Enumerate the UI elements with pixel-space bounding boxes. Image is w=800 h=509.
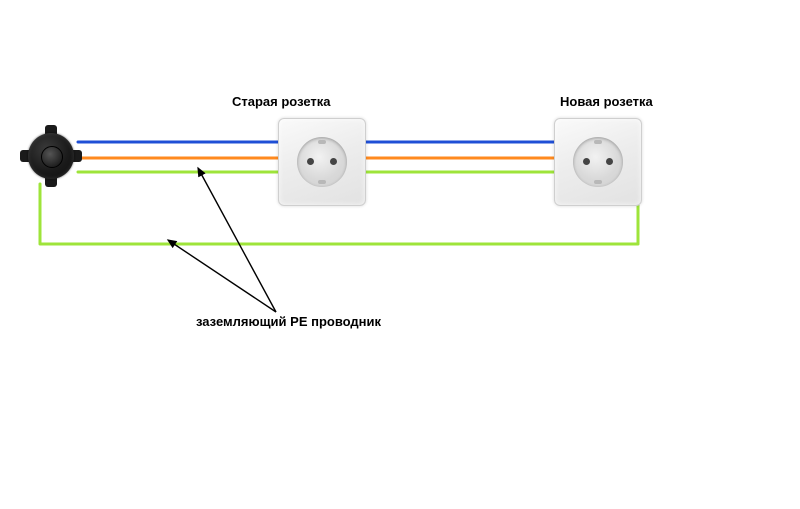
arrow-to-lower-green [168, 240, 276, 312]
socket-new-clip-b [594, 180, 602, 184]
junction-center [41, 146, 63, 168]
socket-new-pin-l [583, 158, 590, 165]
label-pe-conductor: заземляющий РЕ проводник [196, 314, 381, 329]
socket-new-clip-t [594, 140, 602, 144]
socket-old-pin-l [307, 158, 314, 165]
socket-new-pin-r [606, 158, 613, 165]
socket-old [278, 118, 366, 206]
arrow-to-upper-green [198, 168, 276, 312]
wire-green-short1 [78, 172, 282, 202]
socket-old-pin-r [330, 158, 337, 165]
wiring-canvas [0, 0, 800, 509]
label-new-socket: Новая розетка [560, 94, 653, 109]
socket-old-clip-b [318, 180, 326, 184]
junction-box [22, 127, 80, 185]
socket-old-clip-t [318, 140, 326, 144]
socket-new [554, 118, 642, 206]
label-old-socket: Старая розетка [232, 94, 331, 109]
pe-callout-arrows [168, 168, 276, 312]
